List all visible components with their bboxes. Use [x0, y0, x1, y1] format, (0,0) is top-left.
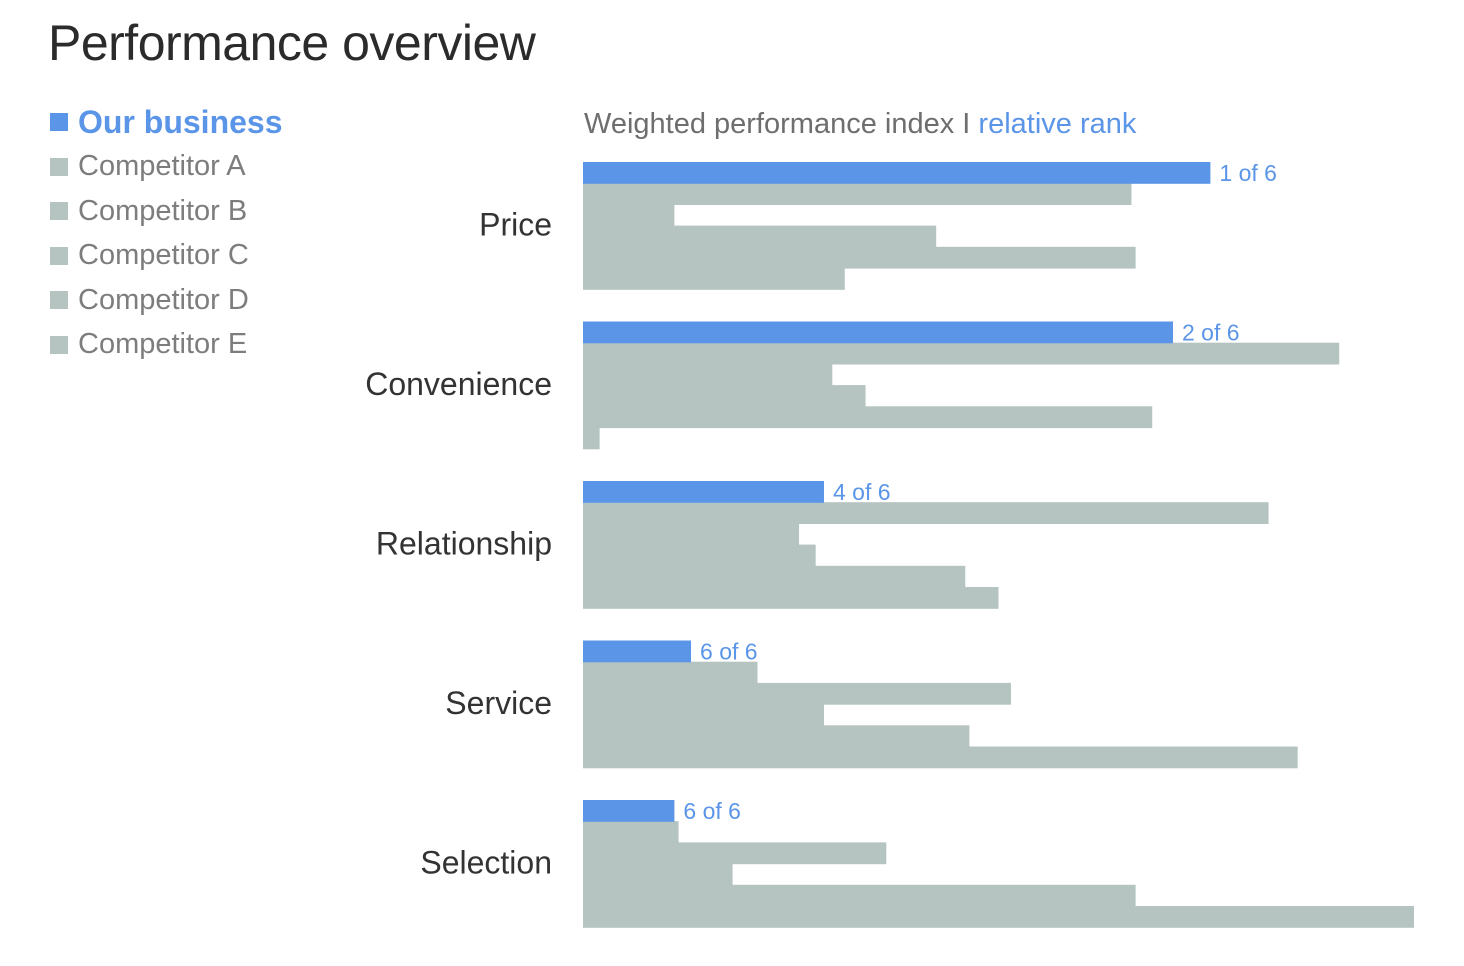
category-label-convenience: Convenience: [365, 366, 552, 402]
legend-swatch: [50, 246, 68, 265]
legend: Our business Competitor A Competitor B Comp…: [50, 100, 283, 367]
legend-label: Competitor A: [78, 150, 246, 183]
category-group-convenience: 2 of 6 Convenience: [365, 320, 1340, 450]
bar-convenience-our-business: [583, 321, 1174, 344]
category-label-service: Service: [445, 685, 552, 721]
category-group-price: 1 of 6 Price: [479, 160, 1277, 290]
bar-relationship-competitor-e: [583, 587, 999, 609]
legend-swatch: [50, 202, 68, 221]
legend-item-competitor-a: Competitor A: [50, 145, 283, 190]
bar-convenience-competitor-c: [583, 385, 866, 407]
chart-subtitle: Weighted performance index I relative ra…: [584, 108, 1136, 141]
legend-item-competitor-e: Competitor E: [50, 323, 283, 368]
bar-service-competitor-d: [583, 725, 970, 748]
legend-label: Competitor C: [78, 239, 249, 272]
legend-item-competitor-d: Competitor D: [50, 278, 283, 323]
legend-swatch: [50, 157, 68, 176]
rank-label-service: 6 of 6: [700, 639, 758, 665]
bar-relationship-our-business: [583, 481, 824, 503]
legend-label: Competitor B: [78, 194, 248, 227]
bar-service-competitor-c: [583, 704, 824, 726]
legend-item-our-business: Our business: [50, 100, 283, 145]
bar-price-competitor-e: [583, 268, 845, 290]
rank-label-convenience: 2 of 6: [1182, 320, 1240, 346]
bar-convenience-competitor-d: [583, 406, 1153, 429]
bar-relationship-competitor-d: [583, 565, 966, 588]
bar-selection-our-business: [583, 800, 675, 822]
category-label-selection: Selection: [420, 845, 552, 881]
category-label-relationship: Relationship: [376, 526, 552, 562]
bar-price-competitor-d: [583, 246, 1136, 269]
bar-relationship-competitor-b: [583, 523, 800, 546]
category-group-selection: 6 of 6 Selection: [420, 798, 1414, 928]
bar-service-competitor-b: [583, 682, 1011, 705]
category-group-service: 6 of 6 Service: [445, 639, 1298, 769]
bar-price-competitor-b: [583, 204, 675, 227]
rank-label-selection: 6 of 6: [683, 798, 741, 824]
bar-selection-competitor-e: [583, 906, 1414, 928]
legend-item-competitor-c: Competitor C: [50, 234, 283, 279]
bar-service-competitor-a: [583, 661, 758, 684]
bar-convenience-competitor-e: [583, 427, 600, 450]
legend-label: Competitor D: [78, 283, 249, 316]
subtitle-main: Weighted performance index I: [584, 108, 971, 140]
bar-selection-competitor-c: [583, 863, 733, 886]
category-label-price: Price: [479, 207, 552, 243]
bar-relationship-competitor-a: [583, 502, 1269, 524]
bar-selection-competitor-b: [583, 842, 887, 865]
bar-price-our-business: [583, 162, 1211, 184]
rank-label-price: 1 of 6: [1219, 160, 1277, 186]
bar-price-competitor-a: [583, 183, 1132, 205]
legend-label: Our business: [78, 103, 283, 140]
bar-price-competitor-c: [583, 225, 937, 248]
bar-convenience-competitor-b: [583, 363, 833, 386]
rank-label-relationship: 4 of 6: [833, 479, 891, 505]
bar-selection-competitor-d: [583, 884, 1136, 907]
subtitle-accent: relative rank: [978, 108, 1137, 140]
bar-selection-competitor-a: [583, 821, 679, 843]
category-group-relationship: 4 of 6 Relationship: [376, 479, 1269, 609]
legend-label: Competitor E: [78, 328, 248, 361]
page-title: Performance overview: [48, 15, 536, 71]
legend-swatch: [50, 113, 68, 132]
bar-service-competitor-e: [583, 746, 1298, 769]
bar-relationship-competitor-c: [583, 544, 816, 567]
legend-swatch: [50, 335, 68, 354]
bar-convenience-competitor-a: [583, 342, 1340, 365]
bar-service-our-business: [583, 640, 692, 663]
legend-swatch: [50, 291, 68, 310]
legend-item-competitor-b: Competitor B: [50, 189, 283, 234]
